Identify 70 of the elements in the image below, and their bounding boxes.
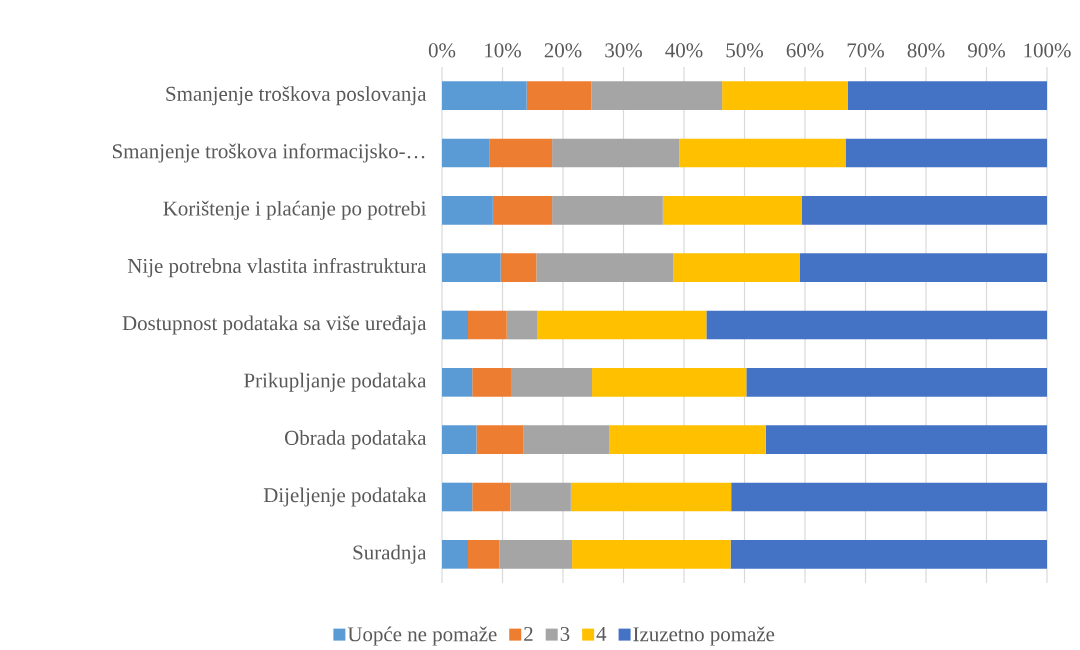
x-tick-label: 100% [1024, 43, 1071, 58]
y-tick-label: Nije potrebna vlastita infrastruktura [127, 258, 427, 278]
bar [468, 540, 500, 569]
legend-label: Izuzetno pomaže [633, 626, 775, 646]
bar [799, 253, 1048, 283]
legend-label: 4 [596, 626, 607, 641]
bar [506, 310, 538, 340]
legend-label: 3 [560, 626, 570, 641]
bar [442, 425, 477, 455]
bar [442, 81, 527, 111]
bar [570, 482, 732, 512]
bar [442, 368, 473, 397]
bar [492, 196, 553, 225]
x-tick-label: 50% [726, 43, 763, 58]
bar [673, 253, 800, 283]
x-tick-label: 10% [485, 43, 521, 58]
bar [845, 138, 1048, 168]
bar [442, 253, 501, 283]
y-tick-label: Prikupljanje podataka [244, 372, 427, 392]
x-tick-label: 80% [907, 43, 945, 58]
bar [523, 425, 609, 455]
bar [746, 368, 1048, 397]
bar [706, 310, 1048, 340]
bar [442, 196, 493, 225]
y-tick-label: Obrada podataka [285, 430, 427, 450]
bar [442, 310, 469, 340]
bar [500, 253, 537, 283]
bar [552, 196, 663, 225]
bar [731, 482, 1048, 512]
bar [499, 540, 573, 569]
bar [476, 425, 524, 455]
bar [847, 81, 1048, 111]
bar [679, 138, 846, 168]
y-tick-label: Dostupnost podataka sa više uređaja [122, 315, 427, 335]
bar [472, 368, 511, 397]
x-tick-label: 30% [605, 43, 642, 58]
bar [510, 482, 571, 512]
bar [722, 81, 848, 111]
bar [608, 425, 766, 455]
bar [536, 253, 674, 283]
bar [765, 425, 1048, 455]
x-tick-label: 90% [968, 43, 1005, 58]
bar [591, 81, 723, 111]
x-tick-label: 0% [428, 43, 456, 58]
bar [468, 310, 507, 340]
y-tick-label: Dijeljenje podataka [263, 487, 427, 507]
y-tick-label: Smanjenje troškova informacijsko-… [112, 143, 425, 163]
bar [801, 196, 1048, 225]
bar [662, 196, 802, 225]
bar [526, 81, 592, 111]
bar [442, 138, 490, 168]
x-tick-label: 70% [847, 43, 884, 58]
bar [489, 138, 553, 168]
bar [730, 540, 1048, 569]
bar [572, 540, 731, 569]
bar [472, 482, 511, 512]
y-tick-label: Korištenje i plaćanje po potrebi [163, 200, 427, 220]
bar [442, 540, 469, 569]
bar [537, 310, 707, 340]
x-tick-label: 40% [665, 43, 703, 58]
x-tick-label: 20% [544, 43, 582, 58]
bar [592, 368, 747, 397]
legend-label: 2 [524, 626, 533, 641]
legend-label: Uopće ne pomaže [347, 626, 497, 646]
y-tick-label: Suradnja [353, 544, 427, 564]
bar [442, 482, 473, 512]
x-tick-label: 60% [786, 43, 824, 58]
bar [510, 368, 593, 397]
bar [552, 138, 680, 168]
y-tick-label: Smanjenje troškova poslovanja [166, 86, 427, 106]
